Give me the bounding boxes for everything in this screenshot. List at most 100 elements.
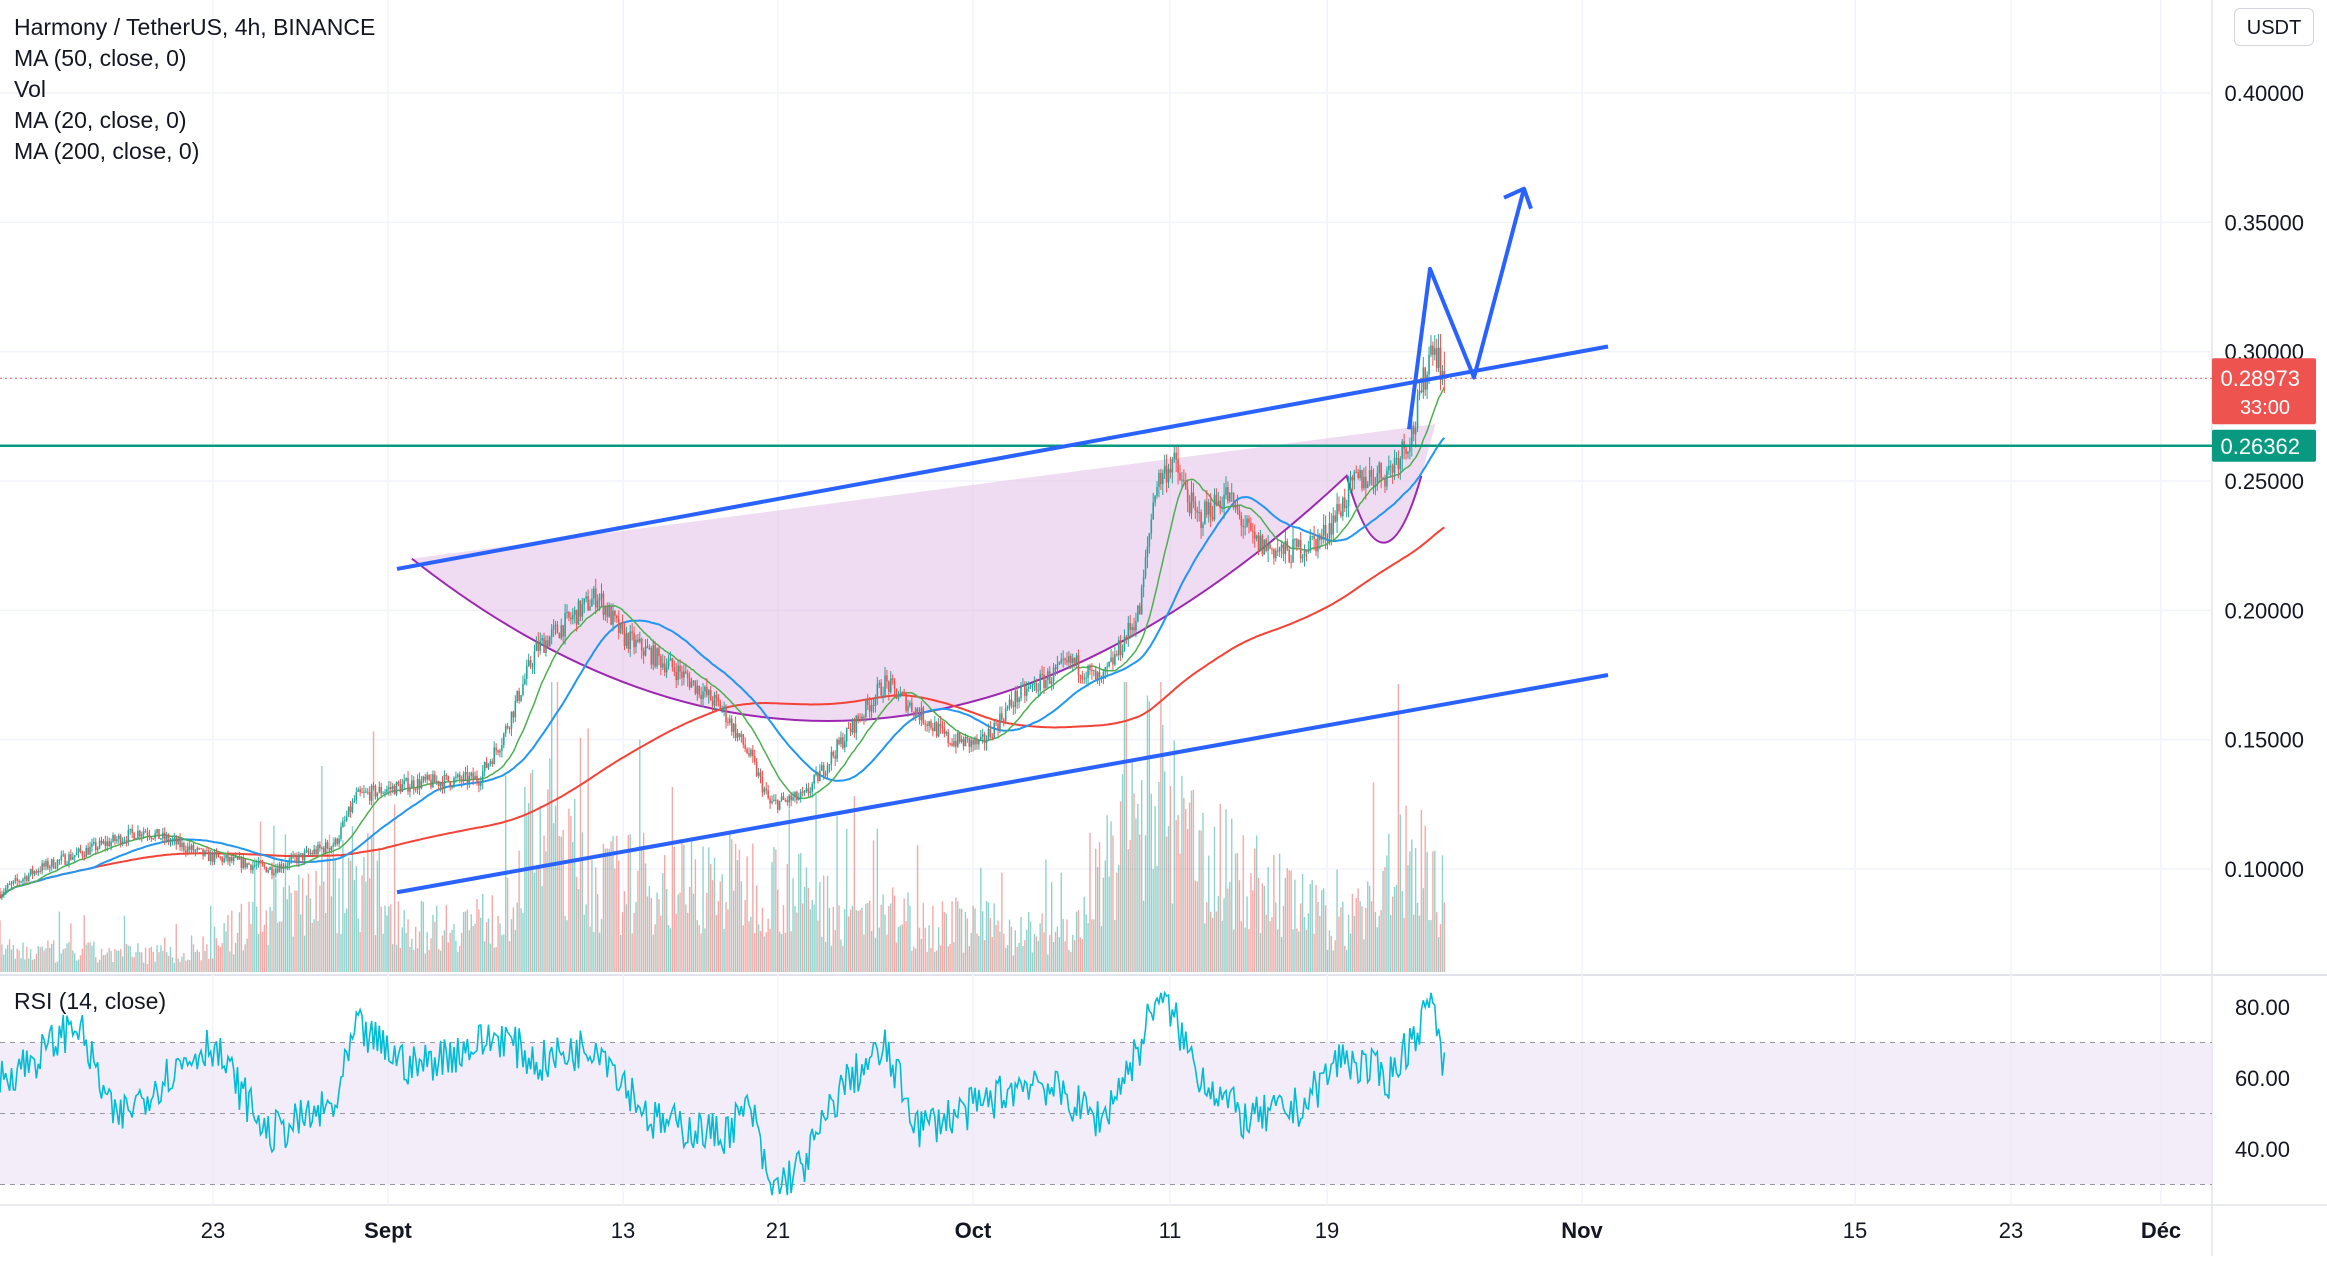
- candle-body: [719, 702, 722, 710]
- volume-bar: [713, 857, 716, 972]
- candle-body: [1148, 533, 1151, 547]
- candle-body: [665, 666, 668, 673]
- volume-bar: [121, 956, 124, 972]
- legend-volume[interactable]: Vol: [14, 76, 46, 102]
- candle-body: [286, 865, 289, 867]
- volume-bar: [807, 888, 810, 972]
- candle-body: [41, 863, 43, 872]
- volume-bar: [1355, 898, 1357, 972]
- candle-body: [1129, 622, 1132, 630]
- volume-bar: [1420, 809, 1423, 972]
- candle-body: [1163, 465, 1166, 474]
- candle-body: [1397, 457, 1400, 470]
- candle-body: [1430, 345, 1432, 355]
- candle-body: [903, 692, 905, 694]
- volume-bar: [20, 958, 22, 972]
- candle-body: [1309, 536, 1312, 551]
- volume-bar: [796, 912, 798, 972]
- candle-body: [750, 749, 752, 756]
- candle-body: [893, 680, 896, 689]
- candle-body: [1428, 354, 1430, 375]
- volume-bar: [945, 913, 948, 972]
- candle-body: [345, 816, 348, 821]
- candle-body: [117, 835, 120, 840]
- candle-body: [422, 776, 425, 782]
- volume-bar: [805, 867, 808, 972]
- candle-body: [916, 708, 919, 714]
- volume-bar: [77, 959, 80, 972]
- volume-bar: [828, 908, 831, 972]
- volume-bar: [560, 836, 562, 972]
- volume-bar: [1334, 940, 1336, 972]
- volume-bar: [263, 924, 266, 972]
- currency-button[interactable]: USDT: [2234, 8, 2314, 46]
- candle-body: [58, 859, 61, 861]
- candle-body: [734, 723, 737, 738]
- candle-body: [987, 728, 990, 741]
- volume-bar: [1, 944, 3, 972]
- candle-body: [1215, 494, 1218, 505]
- channel-upper-line: [396, 344, 1609, 571]
- volume-bar: [568, 808, 570, 972]
- candle-body: [1073, 658, 1076, 664]
- volume-bar: [1374, 912, 1377, 972]
- volume-bar: [953, 942, 955, 972]
- candle-body: [667, 660, 670, 667]
- volume-bar: [853, 795, 856, 972]
- volume-bar: [932, 905, 934, 972]
- candle-body: [499, 750, 501, 753]
- volume-bar: [725, 901, 727, 972]
- candle-body: [1014, 690, 1017, 707]
- volume-bar: [271, 910, 273, 972]
- volume-bar: [531, 769, 534, 972]
- legend-ma20[interactable]: MA (20, close, 0): [14, 107, 187, 133]
- volume-bar: [786, 863, 789, 972]
- candle-body: [204, 850, 206, 856]
- grid-lines: [0, 0, 2212, 1205]
- candle-body: [372, 785, 375, 787]
- legend-ma200[interactable]: MA (200, close, 0): [14, 138, 200, 164]
- volume-bar: [522, 913, 524, 972]
- volume-bar: [550, 682, 553, 972]
- volume-bar: [501, 935, 503, 972]
- candle-body: [1154, 495, 1156, 503]
- volume-bar: [204, 950, 206, 972]
- candle-body: [401, 783, 404, 792]
- candle-body: [828, 764, 831, 766]
- candle-body: [608, 606, 610, 617]
- volume-bar: [612, 836, 614, 972]
- volume-bar: [135, 952, 137, 972]
- candle-body: [679, 665, 681, 672]
- candle-body: [1142, 576, 1145, 588]
- volume-bar: [445, 904, 448, 972]
- legend-ma50[interactable]: MA (50, close, 0): [14, 45, 187, 71]
- candle-body: [1223, 494, 1225, 508]
- volume-bar: [535, 869, 538, 972]
- candle-body: [1033, 683, 1036, 685]
- time-axis-label: 13: [611, 1218, 635, 1243]
- rsi-legend[interactable]: RSI (14, close): [14, 988, 167, 1014]
- volume-bar: [528, 803, 530, 972]
- volume-bar: [292, 936, 294, 972]
- candle-body: [535, 641, 538, 652]
- volume-bar: [1340, 907, 1342, 972]
- candle-body: [1284, 540, 1287, 555]
- volume-bar: [1372, 782, 1375, 972]
- candle-body: [884, 675, 886, 696]
- candle-body: [280, 864, 283, 869]
- chart-title[interactable]: Harmony / TetherUS, 4h, BINANCE: [14, 14, 376, 40]
- volume-bar: [1095, 848, 1097, 972]
- volume-bar: [37, 946, 40, 972]
- candle-body: [1202, 524, 1204, 529]
- volume-bar: [1299, 903, 1302, 972]
- volume-bar: [361, 875, 363, 972]
- candle-body: [1307, 550, 1310, 552]
- volume-bar: [1209, 911, 1212, 972]
- candle-body: [847, 727, 850, 729]
- volume-bar: [934, 952, 936, 972]
- volume-bar: [1137, 803, 1139, 972]
- candle-body: [56, 860, 59, 868]
- volume-bar: [1399, 814, 1402, 972]
